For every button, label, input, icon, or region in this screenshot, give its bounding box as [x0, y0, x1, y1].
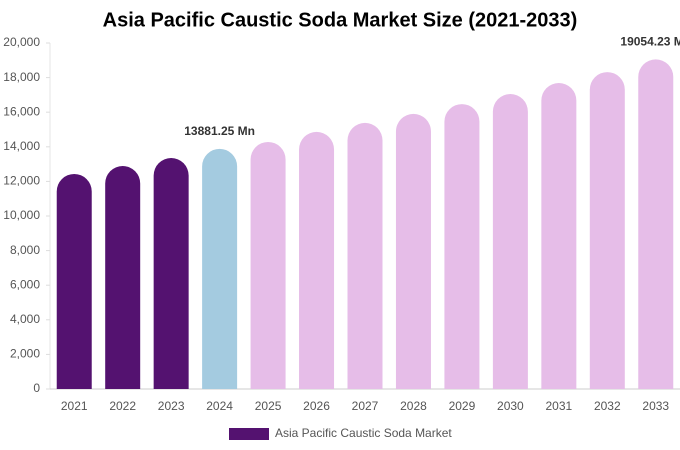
value-label: 13881.25 Mn: [184, 124, 255, 138]
y-tick-label: 10,000: [3, 208, 40, 222]
bar: [250, 141, 286, 389]
y-tick-label: 2,000: [10, 347, 40, 361]
bar: [638, 59, 674, 390]
y-tick-label: 20,000: [3, 35, 40, 49]
bar: [541, 82, 577, 390]
bar: [444, 104, 480, 389]
value-label: 19054.23 Mn: [620, 35, 680, 49]
bar: [299, 131, 335, 389]
x-tick-label: 2023: [158, 399, 185, 413]
y-tick-label: 16,000: [3, 104, 40, 118]
chart-title: Asia Pacific Caustic Soda Market Size (2…: [103, 9, 578, 31]
x-tick-label: 2032: [594, 399, 621, 413]
x-tick-label: 2025: [255, 399, 282, 413]
bar: [347, 122, 383, 389]
x-tick-label: 2031: [545, 399, 572, 413]
bar: [56, 173, 92, 389]
legend-swatch: [229, 428, 269, 440]
x-tick-label: 2024: [206, 399, 233, 413]
x-tick-label: 2030: [497, 399, 524, 413]
legend-label: Asia Pacific Caustic Soda Market: [275, 426, 452, 440]
x-tick-label: 2026: [303, 399, 330, 413]
bar: [153, 158, 189, 389]
x-tick-label: 2029: [449, 399, 476, 413]
bar: [202, 148, 238, 389]
y-tick-label: 12,000: [3, 174, 40, 188]
bar: [589, 72, 625, 389]
bar: [395, 113, 431, 389]
y-tick-label: 18,000: [3, 70, 40, 84]
y-tick-label: 6,000: [10, 277, 40, 291]
y-tick-label: 0: [33, 381, 40, 395]
y-tick-label: 8,000: [10, 243, 40, 257]
bar: [492, 94, 528, 389]
x-tick-label: 2028: [400, 399, 427, 413]
y-tick-label: 4,000: [10, 312, 40, 326]
x-tick-label: 2022: [109, 399, 136, 413]
bar: [105, 166, 141, 389]
y-tick-label: 14,000: [3, 139, 40, 153]
x-tick-label: 2021: [61, 399, 88, 413]
x-tick-label: 2033: [642, 399, 669, 413]
x-tick-label: 2027: [352, 399, 379, 413]
